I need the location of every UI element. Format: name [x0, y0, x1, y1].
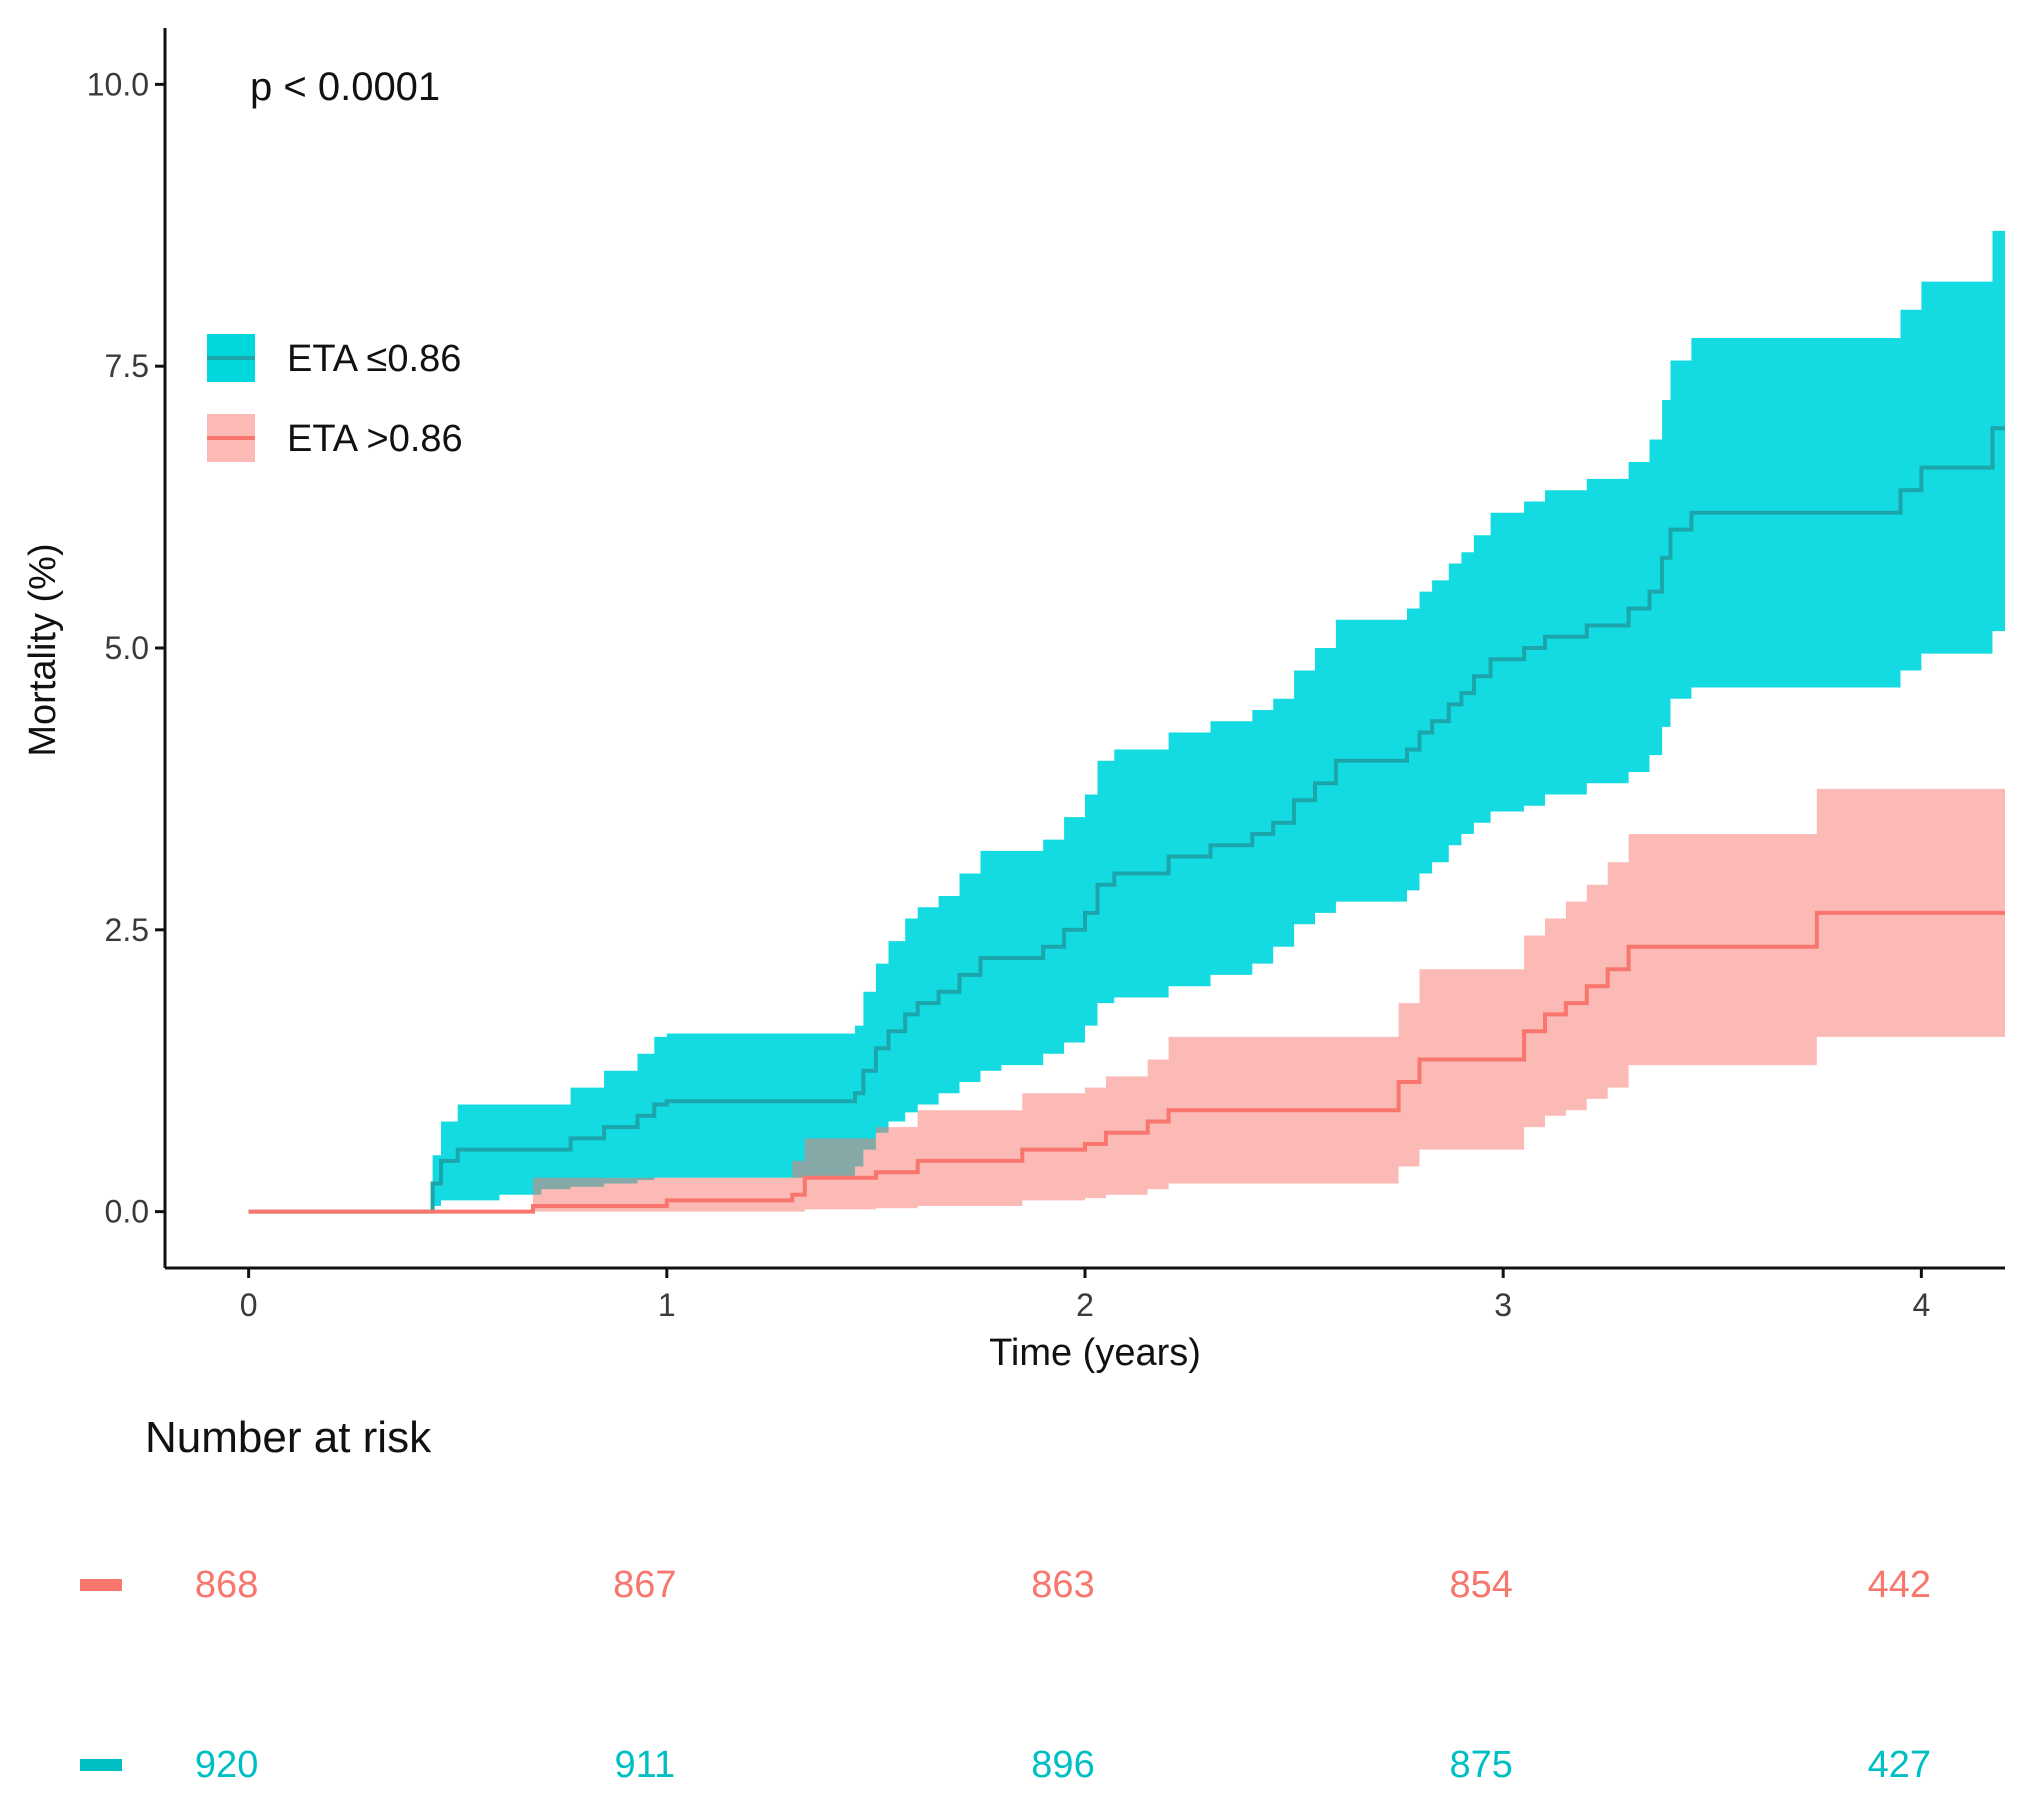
y-tick-label: 2.5: [105, 912, 149, 948]
x-tick-label: 2: [1076, 1287, 1094, 1323]
risk-value: 920: [195, 1744, 258, 1786]
risk-value: 863: [1031, 1564, 1094, 1606]
confidence-bands: [248, 230, 2006, 1212]
risk-table: Number at risk 868 867 863 854 442 920 911 896 8…: [80, 1413, 1931, 1786]
risk-value: 875: [1449, 1744, 1512, 1786]
risk-value: 868: [195, 1564, 258, 1606]
survival-curve-eta-low: [248, 426, 2005, 1214]
risk-row-eta-low: 920 911 896 875 427: [80, 1744, 1931, 1786]
survival-curves: [248, 426, 2005, 1214]
y-tick-label: 5.0: [105, 630, 149, 666]
x-tick-label: 4: [1912, 1287, 1930, 1323]
risk-value: 867: [613, 1564, 676, 1606]
x-tick-label: 1: [658, 1287, 676, 1323]
p-value-annotation: p < 0.0001: [250, 65, 440, 109]
risk-row-color-key: [80, 1759, 122, 1771]
x-tick-label: 0: [240, 1287, 258, 1323]
x-axis-title: Time (years): [989, 1332, 1201, 1374]
survival-curve-eta-high: [248, 910, 2005, 1214]
y-axis-title: Mortality (%): [22, 543, 64, 756]
x-tick-label: 3: [1494, 1287, 1512, 1323]
risk-value: 896: [1031, 1744, 1094, 1786]
y-tick-label: 7.5: [105, 348, 149, 384]
confidence-band-eta-low: [248, 230, 2006, 1212]
risk-value: 427: [1868, 1744, 1931, 1786]
y-tick-label: 0.0: [105, 1194, 149, 1230]
risk-value: 442: [1868, 1564, 1931, 1606]
risk-row-color-key: [80, 1579, 122, 1591]
risk-row-eta-high: 868 867 863 854 442: [80, 1564, 1931, 1606]
axes: 0.0 2.5 5.0 7.5 10.0 0 1 2 3 4: [87, 28, 2005, 1323]
legend-label-eta-low: ETA ≤0.86: [287, 338, 461, 380]
legend-label-eta-high: ETA >0.86: [287, 418, 463, 460]
risk-table-title: Number at risk: [145, 1413, 432, 1462]
risk-value: 911: [615, 1744, 676, 1786]
risk-value: 854: [1449, 1564, 1512, 1606]
confidence-band-eta-high: [248, 788, 2006, 1212]
y-tick-label: 10.0: [87, 66, 149, 102]
legend: ETA ≤0.86 ETA >0.86: [207, 334, 463, 462]
